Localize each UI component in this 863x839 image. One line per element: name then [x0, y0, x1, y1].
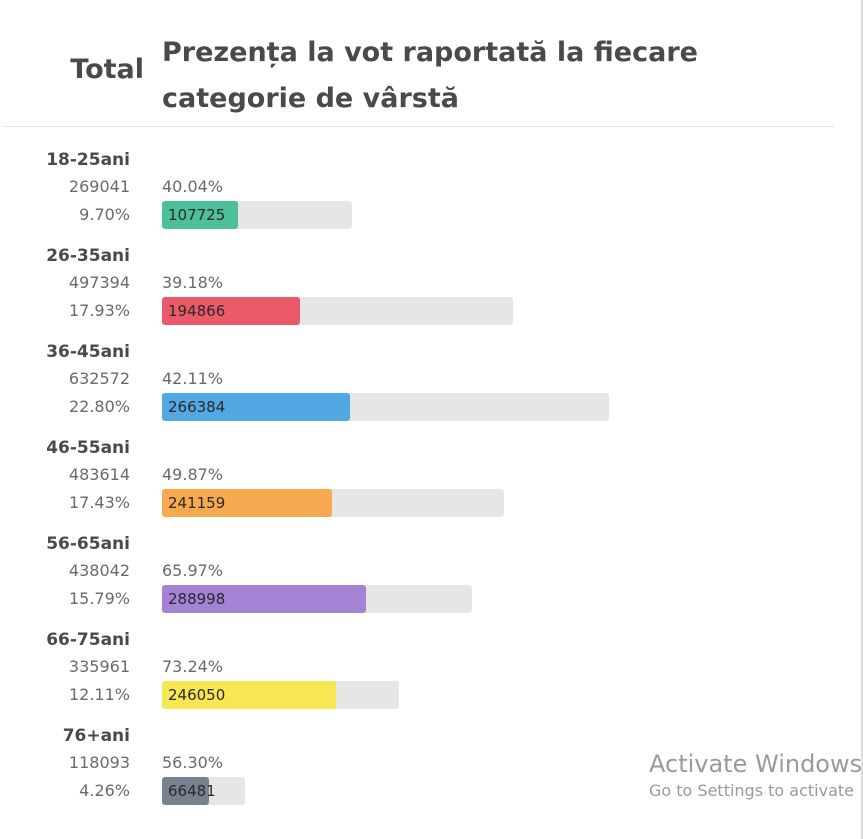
age-category-row: 18-25ani 269041 9.70% 40.04% 107725: [0, 150, 863, 246]
voters-value-label: 194866: [168, 302, 226, 320]
age-category-row: 66-75ani 335961 12.11% 73.24% 246050: [0, 630, 863, 726]
voters-bar: [162, 393, 350, 421]
age-category-total: 335961: [68, 657, 130, 676]
age-category-total: 483614: [68, 465, 130, 484]
age-category-label: 66-75ani: [46, 630, 130, 650]
watermark-title: Activate Windows: [649, 750, 863, 778]
age-category-row: 36-45ani 632572 22.80% 42.11% 266384: [0, 342, 863, 438]
turnout-percent-label: 56.30%: [162, 753, 224, 772]
age-category-total: 497394: [68, 273, 130, 292]
age-category-share: 12.11%: [68, 685, 130, 704]
age-category-row: 46-55ani 483614 17.43% 49.87% 241159: [0, 438, 863, 534]
population-bar-track: 288998: [162, 585, 472, 613]
voters-bar: [162, 585, 366, 613]
population-bar-track: 266384: [162, 393, 609, 421]
population-bar-track: 194866: [162, 297, 513, 325]
voters-bar: [162, 489, 332, 517]
turnout-percent-label: 65.97%: [162, 561, 224, 580]
age-category-label: 18-25ani: [46, 150, 130, 170]
age-category-label: 26-35ani: [46, 246, 130, 266]
voters-value-label: 107725: [168, 206, 226, 224]
age-category-share: 9.70%: [79, 205, 130, 224]
total-column-header: Total: [70, 54, 144, 85]
age-category-label: 56-65ani: [46, 534, 130, 554]
age-category-row: 26-35ani 497394 17.93% 39.18% 194866: [0, 246, 863, 342]
turnout-percent-label: 39.18%: [162, 273, 224, 292]
window-edge: [861, 0, 863, 839]
age-category-total: 632572: [68, 369, 130, 388]
voters-value-label: 246050: [168, 686, 226, 704]
voters-value-label: 288998: [168, 590, 226, 608]
chart-title: Prezența la vot raportată la fiecare cat…: [162, 37, 698, 114]
windows-activation-watermark: Activate Windows Go to Settings to activ…: [649, 749, 862, 803]
age-category-row: 76+ani 118093 4.26% 56.30% 66481: [0, 726, 863, 822]
voters-value-label: 241159: [168, 494, 226, 512]
age-category-share: 4.26%: [79, 781, 130, 800]
turnout-percent-label: 40.04%: [162, 177, 224, 196]
voters-bar: [162, 681, 336, 709]
population-bar-track: 241159: [162, 489, 504, 517]
turnout-percent-label: 42.11%: [162, 369, 224, 388]
turnout-percent-label: 73.24%: [162, 657, 224, 676]
watermark-subtitle: Go to Settings to activate: [649, 781, 854, 800]
voters-bar: [162, 297, 300, 325]
age-category-total: 438042: [68, 561, 130, 580]
age-category-label: 46-55ani: [46, 438, 130, 458]
age-category-label: 76+ani: [62, 726, 130, 746]
voters-value-label: 266384: [168, 398, 226, 416]
population-bar-track: 107725: [162, 201, 352, 229]
age-category-share: 17.43%: [68, 493, 130, 512]
age-category-total: 269041: [68, 177, 130, 196]
voters-bar: [162, 201, 238, 229]
population-bar-track: 66481: [162, 777, 245, 805]
population-bar-track: 246050: [162, 681, 399, 709]
age-category-total: 118093: [68, 753, 130, 772]
turnout-percent-label: 49.87%: [162, 465, 224, 484]
age-category-share: 15.79%: [68, 589, 130, 608]
header-divider: [4, 126, 834, 127]
age-category-share: 17.93%: [68, 301, 130, 320]
voters-value-label: 66481: [168, 782, 216, 800]
age-category-label: 36-45ani: [46, 342, 130, 362]
age-category-share: 22.80%: [68, 397, 130, 416]
age-category-row: 56-65ani 438042 15.79% 65.97% 288998: [0, 534, 863, 630]
voters-bar: [162, 777, 209, 805]
